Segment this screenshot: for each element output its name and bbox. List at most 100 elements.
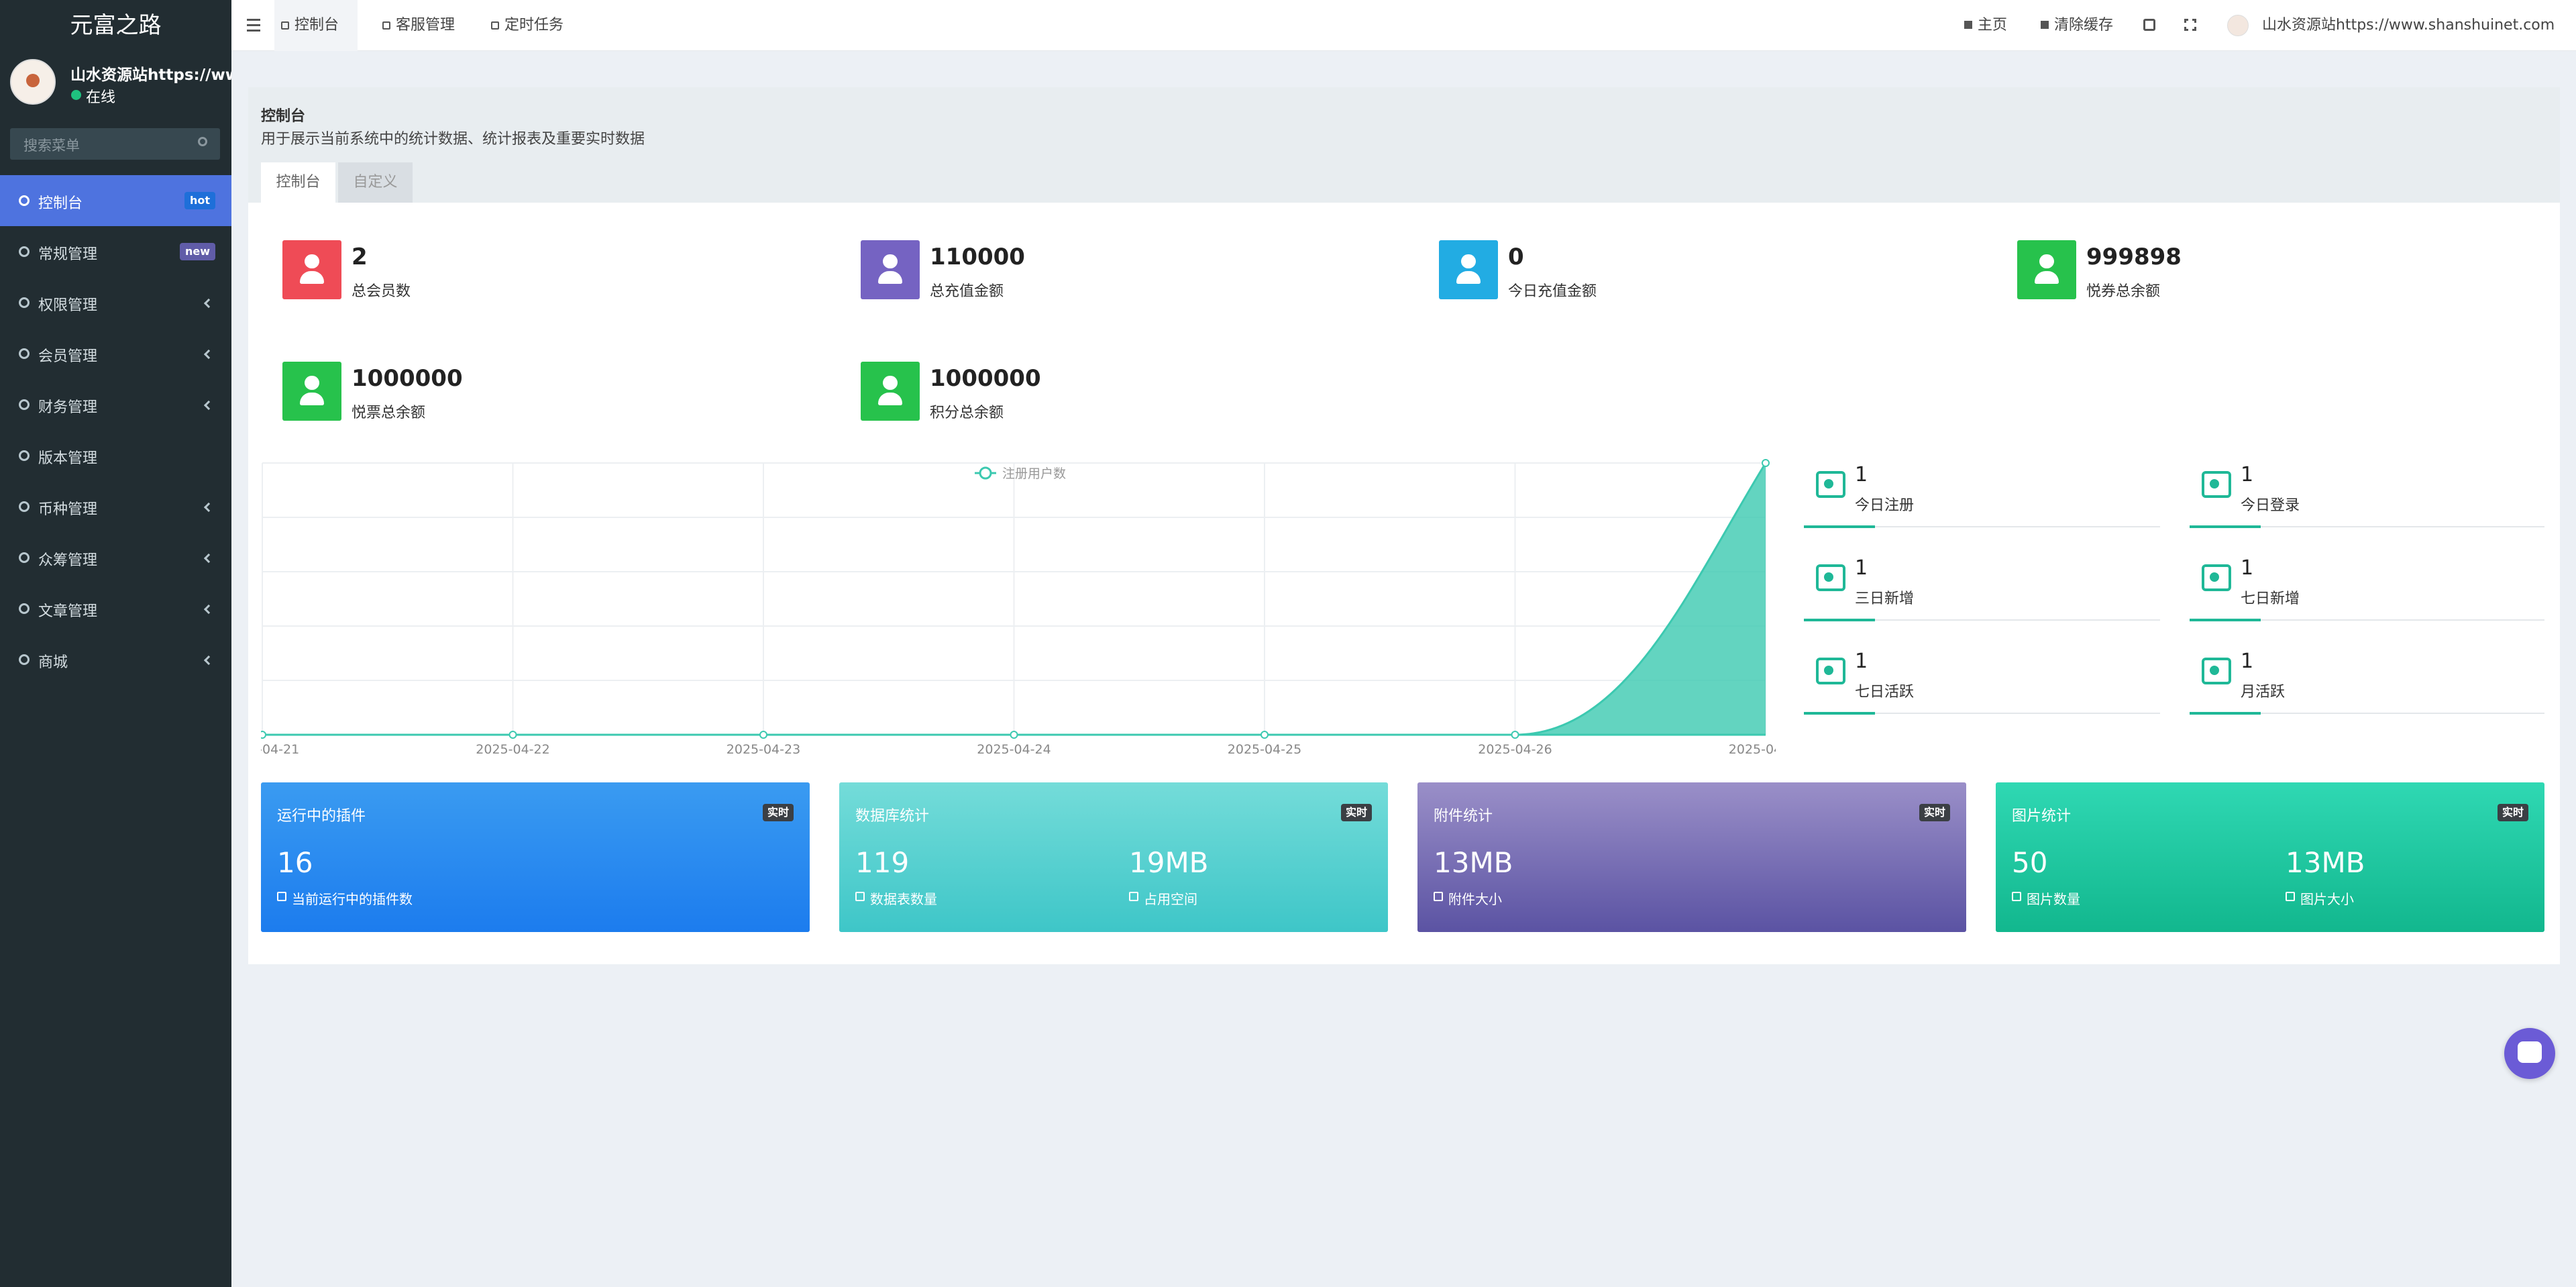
point [1010,731,1018,739]
nav-action[interactable]: 清除缓存 [2041,0,2113,51]
status-dot [71,90,81,100]
quick-icon-dot [2210,479,2219,488]
stat-value: 2 [352,244,368,270]
quick-value: 1 [1855,650,1868,673]
menu-item[interactable]: 财务管理 [0,379,231,430]
quick-underline [1804,526,2160,527]
card-badge: 实时 [762,804,794,821]
menu-item[interactable]: 版本管理 [0,430,231,481]
stat-label: 总会员数 [352,283,411,300]
quick-underline-accent [1804,619,1875,621]
menu-label: 常规管理 [38,246,98,263]
point [759,731,767,739]
stat-card: 运行中的插件 实时 16 当前运行中的插件数 [261,782,810,932]
card-badge: 实时 [1919,804,1950,821]
menu-item[interactable]: 会员管理 [0,328,231,379]
quick-label: 七日新增 [2241,590,2300,607]
card-title: 运行中的插件 [277,808,366,825]
quick-label: 今日登录 [2241,497,2300,514]
icon-head [2039,254,2054,269]
menu-icon [19,654,30,665]
quick-icon-dot [1824,479,1833,488]
nav-action[interactable]: 主页 [1964,0,2007,51]
card-label: 图片大小 [2300,891,2354,907]
nav-action-icon [2041,21,2049,29]
icon-body [300,392,324,406]
nav-tab[interactable]: 控制台 [274,0,358,51]
nav-tab[interactable]: 客服管理 [376,0,474,51]
translate-icon[interactable] [2143,19,2155,31]
search-box[interactable]: 搜索菜单 [10,128,220,160]
quick-icon-dot [1824,572,1833,582]
card-value: 50 [2012,846,2048,879]
stat-card: 数据库统计 实时 119 数据表数量 19MB 占用空间 [839,782,1388,932]
menu-item[interactable]: 商城 [0,634,231,685]
icon-head [883,376,898,391]
search-placeholder: 搜索菜单 [23,138,80,154]
menu-item[interactable]: 常规管理 new [0,226,231,277]
quick-underline [2190,713,2544,714]
card-value: 16 [277,846,313,879]
card-label: 附件大小 [1448,891,1502,907]
stat-icon [861,240,920,299]
page-tab[interactable]: 控制台 [261,162,335,203]
hamburger-bar [247,24,260,26]
menu-icon [19,450,30,461]
menu-label: 币种管理 [38,501,98,518]
menu-arrow [203,604,214,615]
menu-icon [19,246,30,257]
quick-value: 1 [1855,463,1868,486]
card-title: 图片统计 [2012,808,2072,825]
nav-user[interactable]: 山水资源站https://www.shanshuinet.com [2262,17,2555,34]
icon-head [305,376,319,391]
stat-icon [861,362,920,421]
user-name: 山水资源站https://www.s [70,66,231,84]
fullscreen-icon[interactable] [2184,19,2196,31]
quick-underline-accent [2190,712,2261,715]
quick-underline [1804,619,2160,621]
menu-item[interactable]: 权限管理 [0,277,231,328]
menu-item[interactable]: 众筹管理 [0,532,231,583]
stat-label: 今日充值金额 [1508,283,1597,300]
quick-label: 月活跃 [2241,684,2286,701]
menu-label: 版本管理 [38,450,98,467]
stat-label: 总充值金额 [930,283,1004,300]
quick-icon [2202,564,2231,591]
menu-arrow [203,298,214,309]
menu-icon [19,348,30,359]
stat-icon [282,362,341,421]
icon-body [878,270,902,285]
quick-icon [1816,658,1845,684]
menu-item[interactable]: 控制台 hot [0,175,231,226]
hamburger[interactable] [247,19,260,32]
point [1260,731,1269,739]
nav-tab[interactable]: 定时任务 [484,0,582,51]
card-label-icon [1434,892,1443,901]
page-tab[interactable]: 自定义 [338,162,413,203]
stat-icon [282,240,341,299]
point [1511,731,1519,739]
nav-avatar[interactable] [2227,15,2249,36]
stat-icon [1439,240,1498,299]
menu-label: 商城 [38,654,68,671]
card-label: 图片数量 [2027,891,2080,907]
menu-arrow [203,655,214,666]
card-label-icon [2286,892,2295,901]
menu-badge: new [179,243,215,260]
card-label-icon [277,892,286,901]
quick-icon-dot [1824,666,1833,675]
quick-value: 1 [2241,463,2254,486]
menu-item[interactable]: 文章管理 [0,583,231,634]
stat-label: 悦票总余额 [352,405,426,421]
card-label-icon [855,892,865,901]
stat-value: 0 [1508,244,1524,270]
x-tick-label: 2025-04-24 [977,742,1051,757]
avatar-logo [26,74,40,87]
brand: 元富之路 [0,0,231,51]
menu-label: 会员管理 [38,348,98,365]
x-tick-label: 2025-04-22 [476,742,549,757]
menu-item[interactable]: 币种管理 [0,481,231,532]
chat-button[interactable] [2504,1028,2555,1079]
card-label-icon [2012,892,2021,901]
menu-icon [19,552,30,563]
